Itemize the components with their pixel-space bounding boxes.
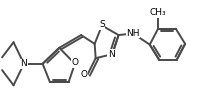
Text: N: N [108, 50, 115, 59]
Text: S: S [99, 20, 105, 29]
Text: O: O [71, 58, 78, 67]
Text: CH₃: CH₃ [150, 8, 166, 17]
Text: O: O [80, 70, 87, 79]
Text: N: N [21, 59, 27, 68]
Text: NH: NH [126, 29, 140, 38]
